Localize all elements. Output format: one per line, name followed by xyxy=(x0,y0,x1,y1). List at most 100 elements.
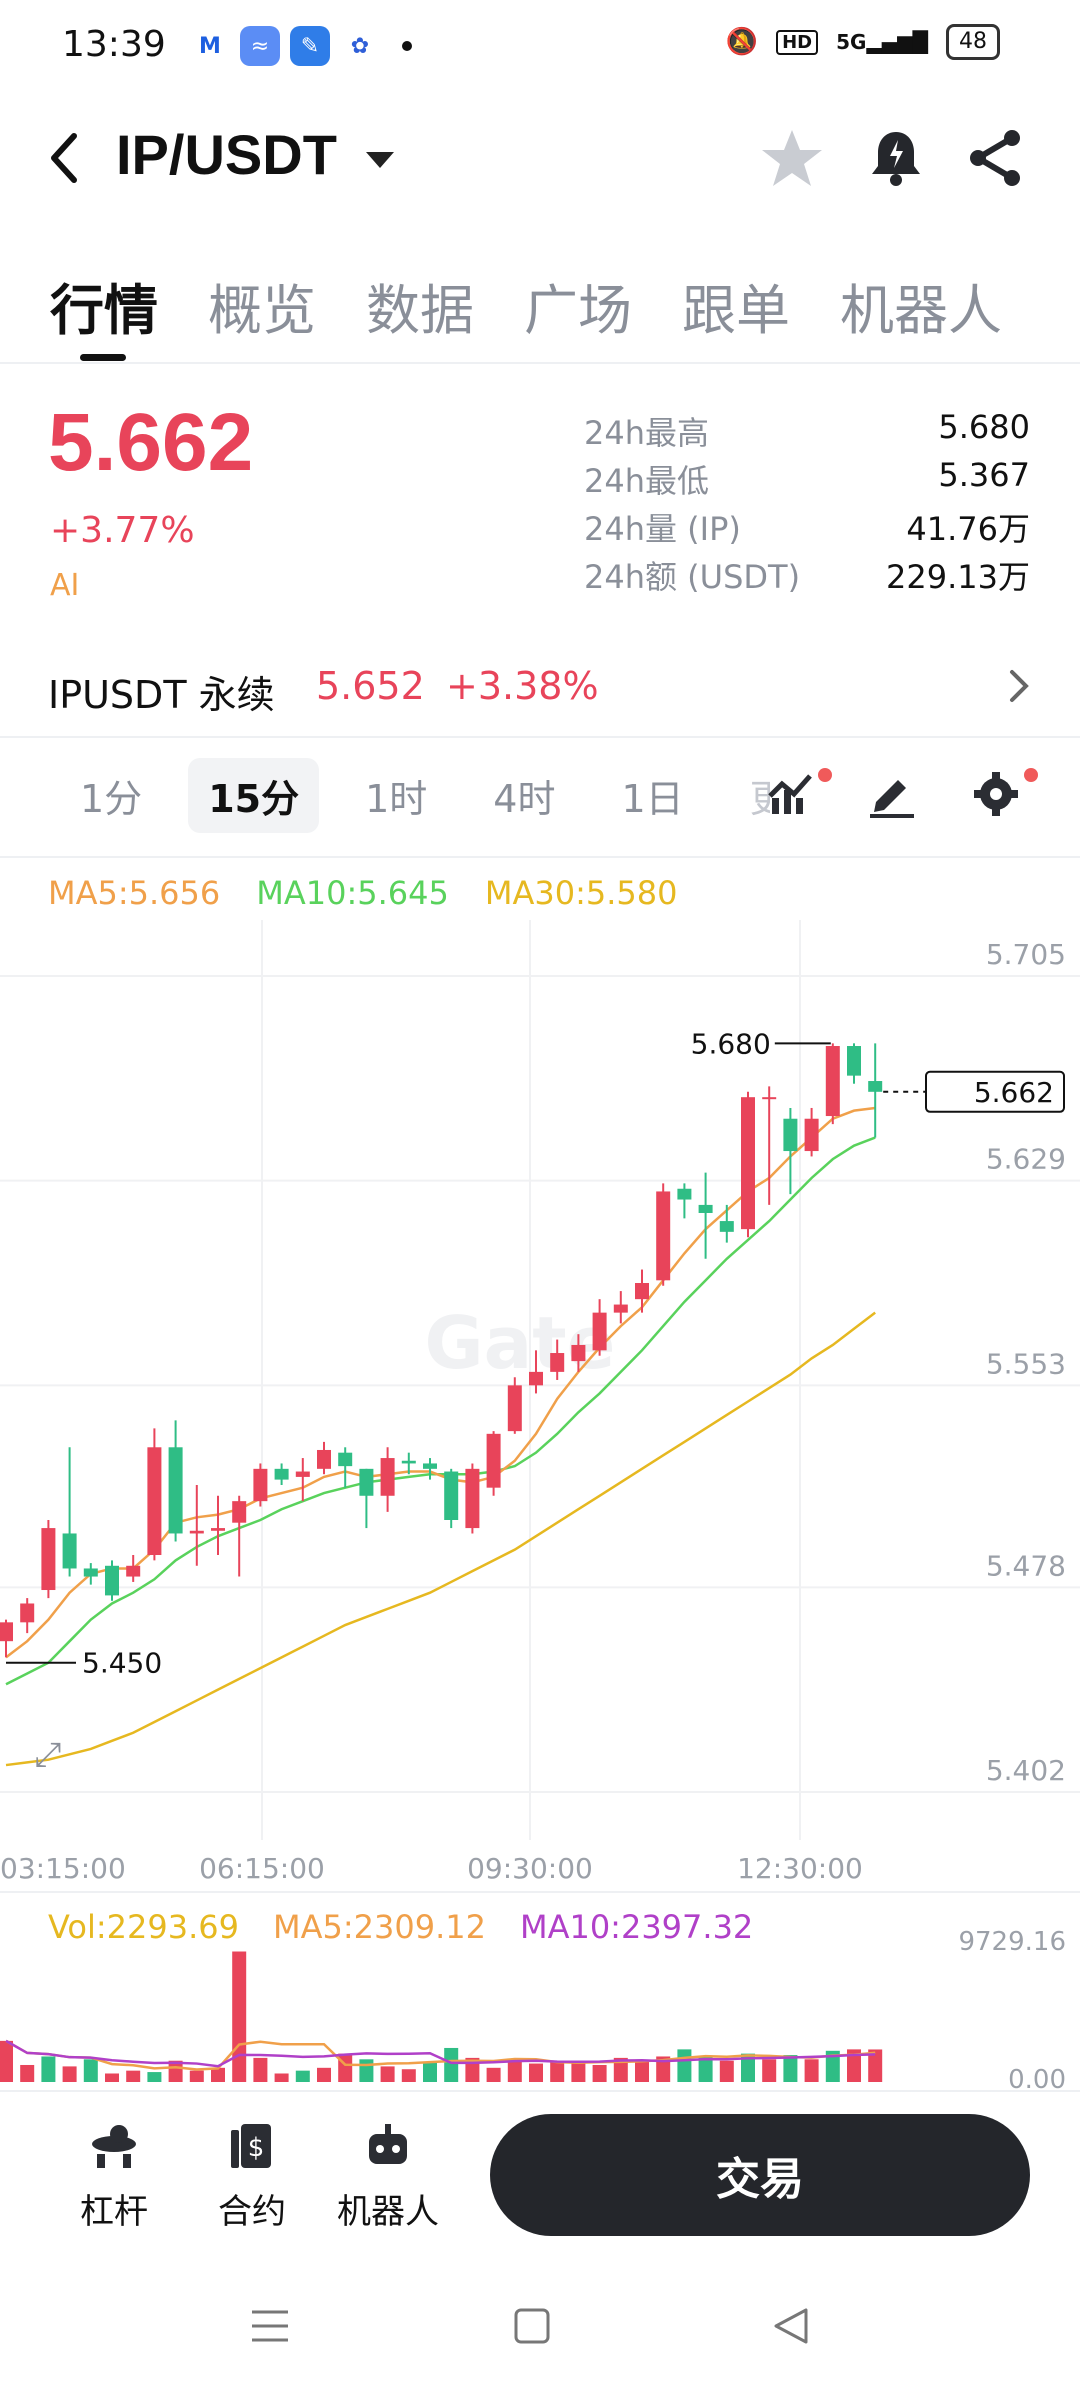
volume-bar xyxy=(635,2060,649,2082)
nav-back-icon[interactable] xyxy=(766,2300,818,2352)
candle-body xyxy=(804,1118,819,1152)
volume-bar xyxy=(380,2066,395,2082)
futures-button[interactable]: $ 合约 xyxy=(192,2120,312,2233)
volume-bar xyxy=(83,2059,98,2082)
candle-body xyxy=(423,1463,437,1469)
candle-body xyxy=(295,1471,310,1477)
candle-body xyxy=(147,1447,162,1556)
volume-bar xyxy=(571,2060,586,2082)
indicators-icon[interactable] xyxy=(766,768,818,820)
bots-button[interactable]: 机器人 xyxy=(328,2120,448,2233)
candle-body xyxy=(698,1204,713,1213)
price-alert-icon[interactable] xyxy=(864,126,928,190)
back-icon[interactable] xyxy=(44,128,88,188)
leverage-button[interactable]: 杠杆 xyxy=(54,2120,174,2233)
candle-body xyxy=(613,1304,628,1313)
indicators-badge xyxy=(818,768,832,782)
volume-bar xyxy=(825,2050,840,2082)
ai-tag[interactable]: AI xyxy=(50,568,80,603)
futures-label: 合约 xyxy=(218,2192,286,2232)
tab-overview[interactable]: 概览 xyxy=(208,279,316,342)
volume-bar xyxy=(677,2049,692,2082)
volume-bar xyxy=(274,2073,289,2082)
candle-body xyxy=(274,1468,289,1480)
tab-market[interactable]: 行情 xyxy=(50,279,158,342)
volume-bar xyxy=(105,2073,119,2082)
candle-body xyxy=(317,1449,331,1469)
perpetual-name[interactable]: IPUSDT 永续 xyxy=(48,673,275,717)
interval-1d[interactable]: 1日 xyxy=(621,777,684,821)
volume-bar xyxy=(295,2070,310,2082)
volume-y-tick-max: 9729.16 xyxy=(958,1927,1066,1957)
volume-bar xyxy=(41,2056,56,2082)
tab-data[interactable]: 数据 xyxy=(366,279,474,342)
draw-tool-icon[interactable] xyxy=(866,768,918,820)
volume-bar xyxy=(147,2072,162,2082)
stat-label-low: 24h最低 xyxy=(584,462,710,500)
candle-body xyxy=(380,1458,395,1496)
tabs-divider xyxy=(0,362,1080,364)
candle-body xyxy=(211,1528,225,1531)
more-notifications-icon xyxy=(402,41,412,51)
candle-body xyxy=(783,1118,798,1152)
candle-body xyxy=(550,1353,565,1372)
volume-bar xyxy=(232,1951,247,2082)
app-baidu-icon: ✿ xyxy=(340,26,380,66)
nav-home-icon[interactable] xyxy=(506,2300,558,2352)
stat-value-volume: 41.76万 xyxy=(906,510,1030,548)
price-change: +3.77% xyxy=(50,510,195,551)
x-tick-label: 03:15:00 xyxy=(0,1852,126,1885)
favorite-star-icon[interactable] xyxy=(760,126,824,190)
expand-icon: ⤢ xyxy=(34,1735,61,1775)
volume-bar xyxy=(847,2049,861,2082)
tab-bots[interactable]: 机器人 xyxy=(840,279,1002,342)
app-blue-icon: ≈ xyxy=(240,26,280,66)
candle-body xyxy=(189,1530,204,1534)
low-label: 5.450 xyxy=(82,1647,162,1680)
pair-title[interactable]: IP/USDT xyxy=(116,123,337,186)
vol-ma10-legend: MA10:2397.32 xyxy=(519,1908,754,1946)
nav-menu-icon[interactable] xyxy=(244,2300,296,2352)
candle-body xyxy=(825,1046,840,1117)
candle-body xyxy=(592,1312,607,1351)
volume-bar xyxy=(423,2062,437,2082)
x-tick-label: 06:15:00 xyxy=(199,1852,325,1885)
interval-1m[interactable]: 1分 xyxy=(80,777,143,821)
ma10-legend: MA10:5.645 xyxy=(256,874,449,912)
volume-bar xyxy=(317,2067,331,2082)
current-price-box xyxy=(925,1070,1065,1113)
candlestick-chart[interactable]: 5.705 5.629 5.553 5.478 5.402 Gate 5.680 5.450 5… xyxy=(0,920,1080,2090)
app-m-icon: M xyxy=(190,26,230,66)
volume-bar xyxy=(529,2063,543,2082)
volume-ma10-line xyxy=(5,2039,876,2068)
app-notes-icon: ✎ xyxy=(290,26,330,66)
interval-more[interactable]: 更 xyxy=(749,777,770,821)
candle-body xyxy=(529,1371,543,1386)
share-icon[interactable] xyxy=(964,126,1028,190)
volume-legend: Vol:2293.69 MA5:2309.12 MA10:2397.32 xyxy=(48,1908,753,1946)
stat-label-volume: 24h量 (IP) xyxy=(584,510,741,548)
volume-bar xyxy=(719,2060,734,2082)
y-tick-label: 5.629 xyxy=(986,1143,1066,1176)
chart-settings-icon[interactable] xyxy=(970,768,1022,820)
interval-1h[interactable]: 1时 xyxy=(365,777,428,821)
interval-4h[interactable]: 4时 xyxy=(493,777,556,821)
candle-body xyxy=(762,1097,777,1100)
active-tab-indicator xyxy=(80,354,126,361)
y-tick-label: 5.478 xyxy=(986,1549,1066,1582)
vol-legend: Vol:2293.69 xyxy=(48,1908,239,1946)
pair-dropdown-icon[interactable] xyxy=(366,152,394,168)
interval-divider xyxy=(0,856,1080,858)
tab-copy-trading[interactable]: 跟单 xyxy=(682,279,790,342)
interval-15m[interactable]: 15分 xyxy=(188,758,320,833)
volume-bar xyxy=(486,2067,501,2082)
volume-bar xyxy=(126,2070,141,2082)
x-tick-label: 12:30:00 xyxy=(737,1852,863,1885)
chevron-right-icon[interactable] xyxy=(1004,666,1034,706)
interval-bar: 1分 15分 1时 4时 1日 更 xyxy=(60,758,770,833)
trade-button[interactable]: 交易 xyxy=(490,2114,1030,2236)
leverage-label: 杠杆 xyxy=(80,2192,148,2232)
y-tick-label: 5.705 xyxy=(986,938,1066,971)
candle-body xyxy=(105,1565,119,1596)
tab-square[interactable]: 广场 xyxy=(524,279,632,342)
